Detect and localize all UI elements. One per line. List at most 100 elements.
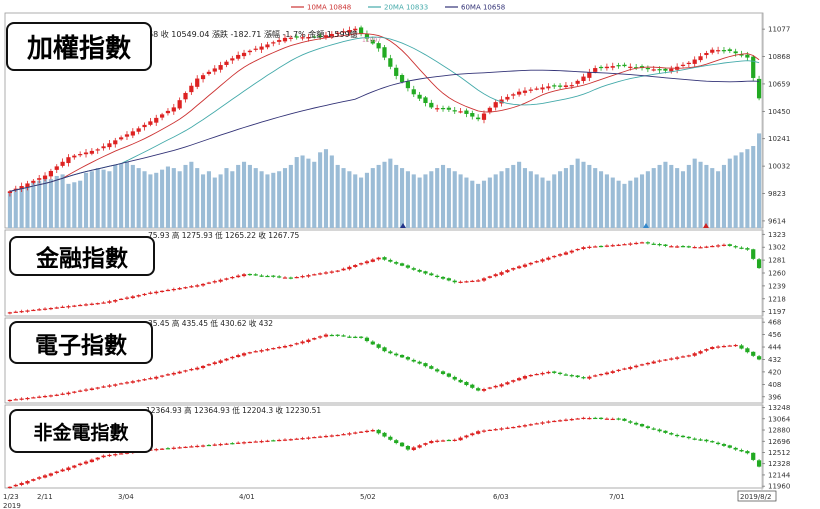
volume-bar [400,168,405,228]
candle [440,275,446,280]
volume-bar [160,169,165,228]
candle [616,417,621,421]
candle [353,431,358,435]
candle [487,386,492,390]
candle [388,435,393,441]
panel-2: 468 456 444 432 420 408 396 35.45 高 435.45 低 43… [4,317,782,404]
candle [95,457,100,461]
candle [756,258,762,269]
candle-body [247,50,252,53]
candle-body [517,266,522,269]
candle-body [54,307,59,309]
volume-bar [599,171,604,228]
panel-frame [4,404,764,489]
candle-body [312,274,317,276]
candle-body [312,437,317,439]
candle-body [446,373,451,377]
candle [464,108,469,118]
candle [277,345,282,350]
candle-body [154,376,159,379]
candle-body [318,336,323,338]
candle [511,379,516,384]
candle-body [698,351,703,354]
candle [200,72,206,83]
candle [347,431,352,436]
candle [277,36,282,45]
candle [470,432,475,437]
volume-bar [423,174,428,228]
candle-body [195,78,200,87]
candle [382,44,387,61]
volume-bar [189,161,194,228]
candle [224,277,229,281]
candle [212,279,217,284]
candle [189,82,194,95]
candle-body [511,94,516,96]
volume-bar [148,174,153,228]
candle [282,276,288,279]
volume-bar [733,155,738,228]
candle-body [411,359,416,362]
candle-body [481,430,487,432]
candle-body [505,96,510,100]
candle-body [370,430,375,432]
candle [218,442,223,447]
candle [405,264,411,270]
candle [265,348,270,352]
candle [159,374,165,378]
candle [364,30,370,42]
candle-body [452,439,457,441]
candle [522,374,528,380]
candle-body [312,36,317,38]
candle-body [423,271,428,274]
y-tick-label: 1218 [768,295,786,303]
candle [341,334,346,337]
candle-body [733,447,738,450]
candle-body [353,432,358,434]
volume-bar [435,168,440,228]
candle [587,416,592,420]
candle-body [89,388,94,391]
volume-bar [329,155,334,228]
candle-body [557,420,563,422]
candle-body [634,67,639,69]
candle [721,344,727,348]
candle-body [610,245,615,247]
candle [282,438,288,442]
candle [42,474,48,479]
candle [165,288,171,292]
candle [358,262,364,266]
candle [148,291,153,295]
candle-body [72,305,77,307]
volume-bar [78,180,83,228]
legend-60ma: 60MA 10658 [461,4,505,12]
candle-body [66,392,71,395]
y-tick-label: 1239 [768,282,786,290]
candle-body [587,376,592,379]
candle [60,392,65,396]
candle-body [306,275,311,277]
x-tick-label: 1/23 [3,493,19,501]
candle-body [511,426,516,429]
candle [19,182,24,192]
candle-body [721,244,727,246]
candle [230,355,235,360]
candle-body [669,358,674,360]
candle-body [364,33,370,39]
candle-body [663,430,668,433]
candle-body [675,434,680,437]
x-tick-label: 5/02 [360,493,376,501]
candle [119,382,124,385]
candle-body [751,351,756,356]
candle [435,367,440,373]
candle [265,274,270,278]
candle-body [236,54,241,59]
y-tick-label: 13064 [768,415,791,423]
volume-bar [429,171,434,228]
candle-body [756,356,762,360]
candle-body [598,66,604,69]
candle-body [13,484,18,487]
candle-body [686,62,691,65]
candle-body [37,477,42,479]
volume-bar [253,168,258,228]
